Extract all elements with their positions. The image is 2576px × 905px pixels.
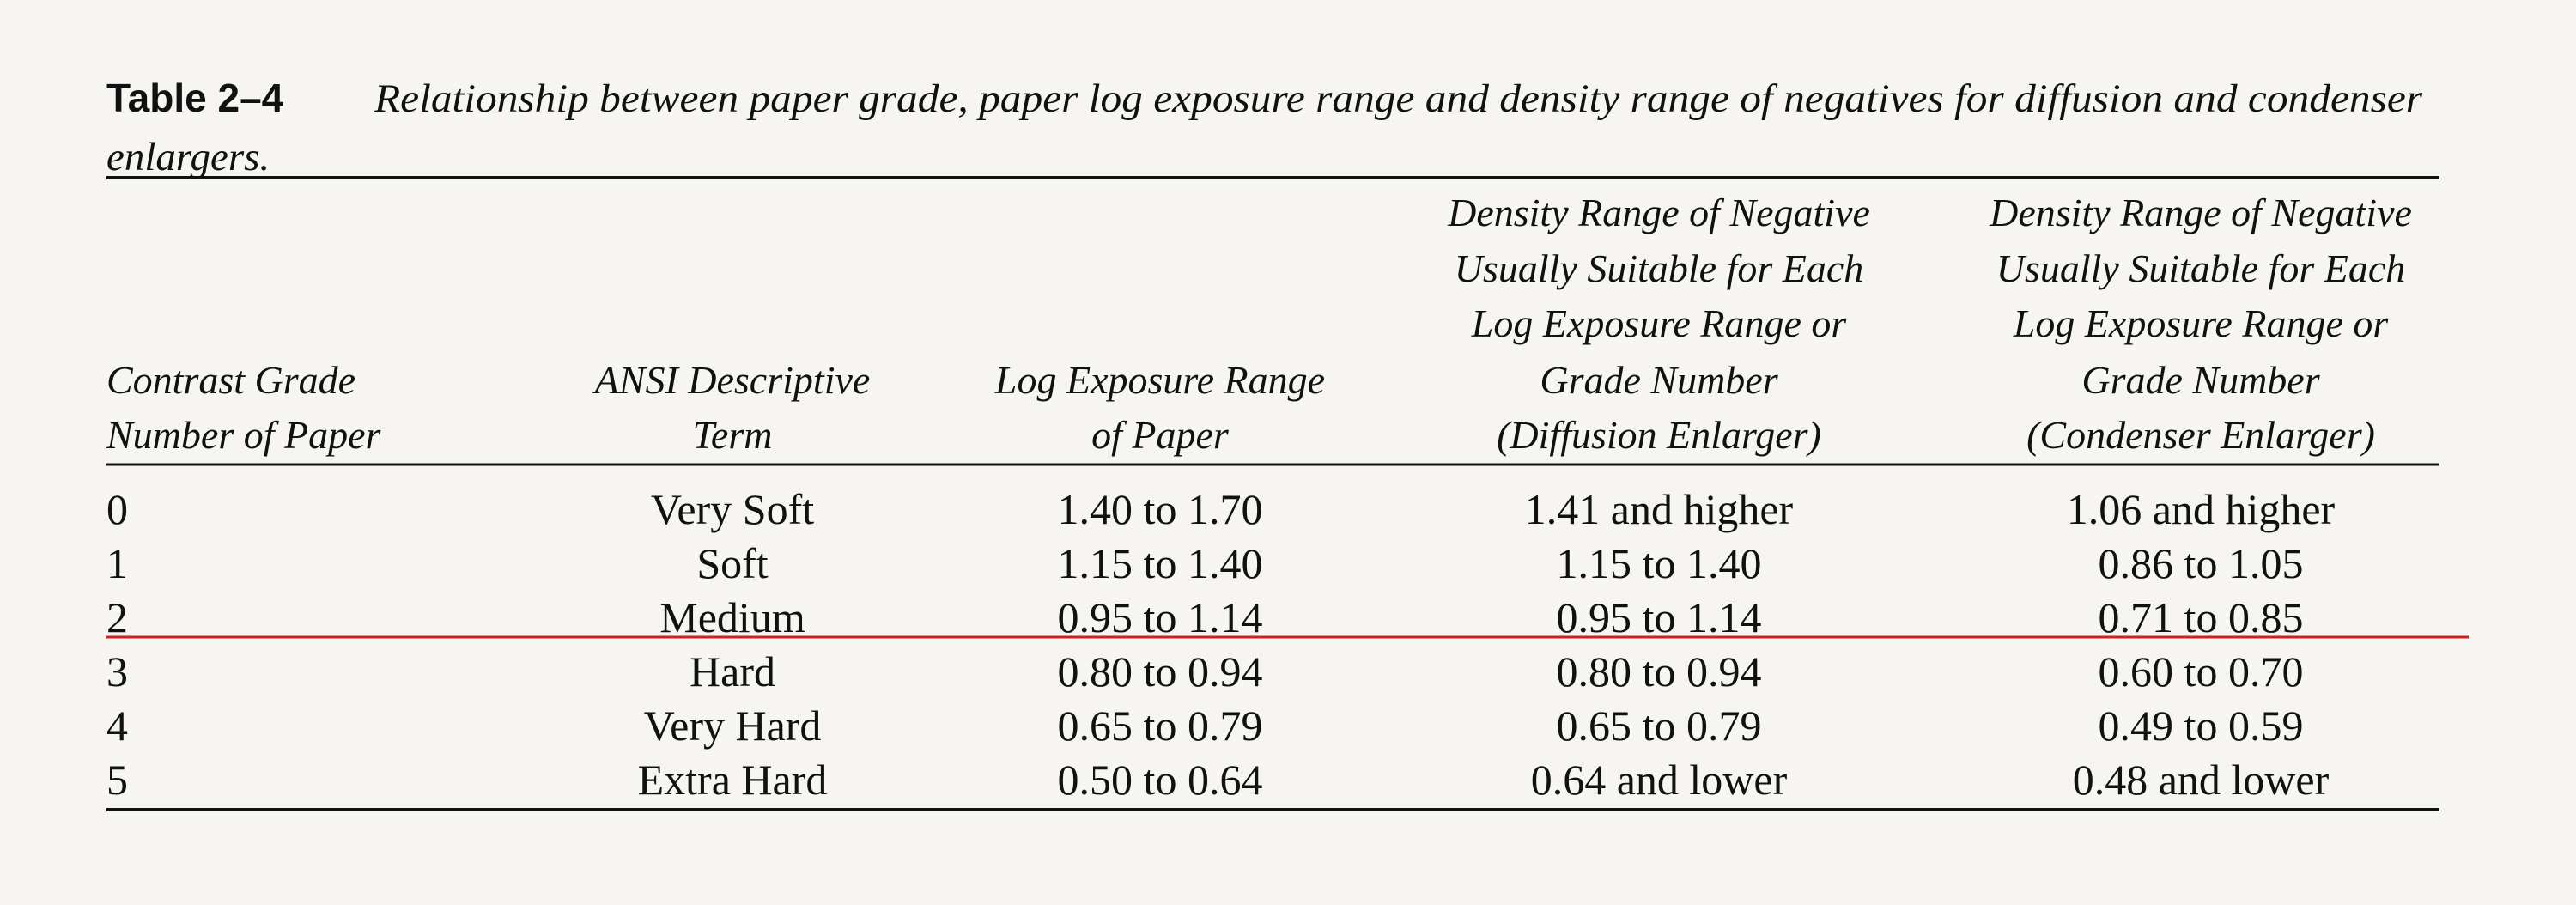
column-header: Log Exposure Range or [2013, 301, 2390, 345]
table-cell: 0.71 to 0.85 [2099, 593, 2304, 641]
table-cell: 0.95 to 1.14 [1557, 593, 1762, 641]
column-header: Usually Suitable for Each [1455, 246, 1864, 290]
column-header: of Paper [1091, 413, 1230, 457]
column-header: ANSI Descriptive [592, 358, 871, 402]
column-header: Density Range of Negative [1447, 191, 1870, 234]
column-header: Usually Suitable for Each [1996, 246, 2406, 290]
table-cell: Very Soft [651, 485, 814, 533]
column-header: (Diffusion Enlarger) [1497, 413, 1821, 457]
column-header: Log Exposure Range or [1471, 301, 1848, 345]
table-cell: 0.49 to 0.59 [2099, 702, 2304, 750]
table-cell: 0.65 to 0.79 [1557, 702, 1762, 750]
column-header: Log Exposure Range [994, 358, 1325, 402]
caption-text: Relationship between paper grade, paper … [374, 76, 2423, 121]
caption-text-continued: enlargers. [106, 135, 270, 179]
table-cell: Very Hard [644, 702, 822, 750]
table-cell: 2 [106, 593, 128, 641]
table-cell: 0.95 to 1.14 [1058, 593, 1263, 641]
table-cell: 0.80 to 0.94 [1058, 647, 1263, 695]
table-cell: 0.65 to 0.79 [1058, 702, 1263, 750]
table-cell: Medium [659, 593, 805, 641]
table-cell: 0.80 to 0.94 [1557, 647, 1762, 695]
table-cell: 1.40 to 1.70 [1058, 485, 1263, 533]
table-cell: Extra Hard [638, 756, 828, 804]
table-cell: 1.15 to 1.40 [1058, 539, 1263, 587]
table-cell: 0.64 and lower [1531, 756, 1788, 804]
column-header: Grade Number [2081, 358, 2320, 402]
table-cell: 1 [106, 539, 128, 587]
table-cell: 0.86 to 1.05 [2099, 539, 2304, 587]
table-cell: Hard [690, 647, 775, 695]
caption-label: Table 2–4 [106, 76, 284, 120]
table-cell: 0.48 and lower [2073, 756, 2330, 804]
table-cell: 1.41 and higher [1525, 485, 1794, 533]
table-cell: 1.15 to 1.40 [1557, 539, 1762, 587]
table-cell: 3 [106, 647, 128, 695]
table-cell: Soft [696, 539, 768, 587]
column-header: Number of Paper [106, 413, 382, 457]
column-header: Grade Number [1540, 358, 1778, 402]
column-header: Term [693, 413, 773, 457]
table-cell: 1.06 and higher [2067, 485, 2336, 533]
table-cell: 4 [106, 702, 128, 750]
column-header: (Condenser Enlarger) [2026, 413, 2375, 457]
table-cell: 5 [106, 756, 128, 804]
table-cell: 0.50 to 0.64 [1058, 756, 1263, 804]
column-header: Density Range of Negative [1989, 191, 2412, 234]
column-header: Contrast Grade [106, 358, 355, 402]
table-cell: 0.60 to 0.70 [2099, 647, 2304, 695]
table-cell: 0 [106, 485, 128, 533]
